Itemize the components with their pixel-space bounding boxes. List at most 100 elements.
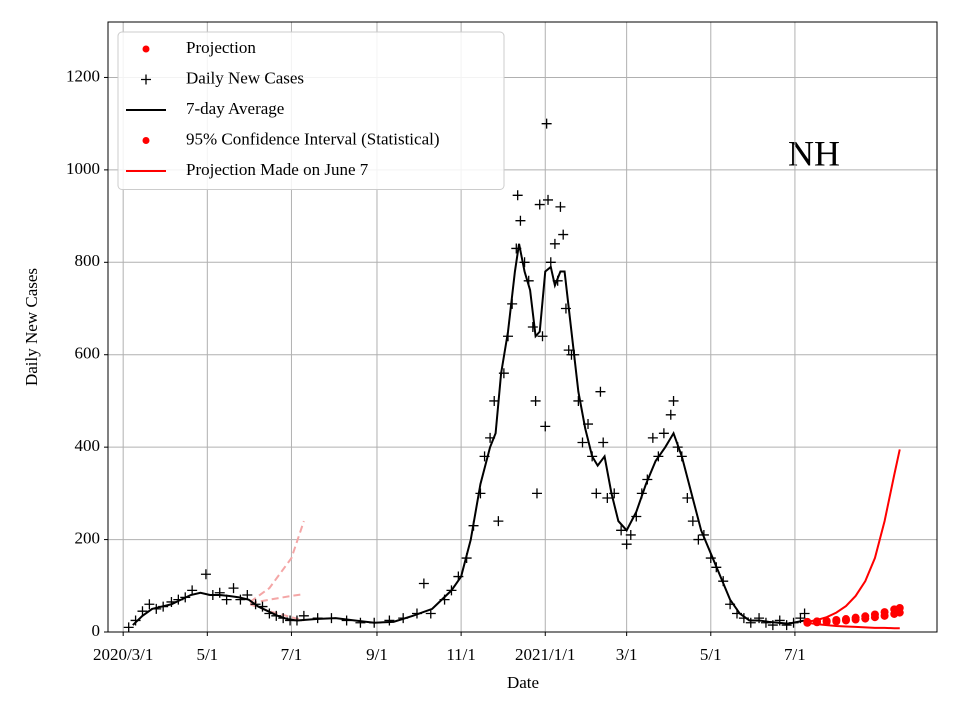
point: [549, 238, 560, 249]
point: [598, 437, 609, 448]
point: [144, 599, 155, 610]
point: [602, 492, 613, 503]
point: [665, 409, 676, 420]
legend-label: 7-day Average: [186, 99, 284, 118]
x-axis-label: Date: [507, 673, 539, 692]
point: [595, 386, 606, 397]
legend-marker: [142, 45, 150, 53]
point: [625, 529, 636, 540]
point: [558, 229, 569, 240]
legend-marker: [142, 137, 150, 144]
line: [249, 593, 305, 605]
point: [531, 488, 542, 499]
x-tick-label: 2021/1/1: [515, 645, 575, 664]
point: [745, 617, 756, 628]
x-tick-label: 2020/3/1: [93, 645, 153, 664]
point: [803, 617, 812, 626]
point: [489, 395, 500, 406]
point: [895, 603, 904, 612]
point: [530, 395, 541, 406]
point: [870, 610, 879, 619]
point: [137, 606, 148, 617]
series: [803, 603, 904, 626]
point: [693, 534, 704, 545]
series: [807, 621, 900, 630]
series: [132, 243, 805, 626]
plot-frame: [107, 21, 938, 633]
point: [540, 421, 551, 432]
legend-label: 95% Confidence Interval (Statistical): [186, 129, 440, 148]
point: [687, 516, 698, 527]
point: [591, 488, 602, 499]
line: [807, 449, 901, 623]
point: [228, 583, 239, 594]
legend-label: Projection: [186, 38, 256, 57]
point: [832, 615, 841, 624]
y-tick-label: 600: [75, 344, 101, 363]
y-tick-label: 0: [92, 621, 101, 640]
point: [235, 594, 246, 605]
point: [668, 395, 679, 406]
series: [249, 520, 305, 603]
point: [519, 257, 530, 268]
point: [682, 492, 693, 503]
line: [807, 621, 900, 630]
y-tick-label: 1000: [66, 159, 100, 178]
line: [249, 520, 305, 603]
point: [754, 613, 765, 624]
point: [541, 118, 552, 129]
point: [822, 616, 831, 625]
point: [418, 578, 429, 589]
annotation: NH: [788, 133, 840, 173]
x-tick-label: 9/1: [366, 645, 388, 664]
line: [132, 243, 805, 626]
point: [493, 516, 504, 527]
y-axis-label: Daily New Cases: [22, 268, 41, 386]
point: [123, 622, 134, 633]
legend-marker: [141, 74, 151, 85]
point: [616, 525, 627, 536]
x-tick-label: 5/1: [700, 645, 722, 664]
point: [512, 190, 523, 201]
series: [249, 593, 305, 605]
point: [658, 428, 669, 439]
y-tick-label: 800: [75, 251, 101, 270]
point: [384, 615, 395, 626]
point: [647, 432, 658, 443]
point: [861, 612, 870, 621]
point: [543, 194, 554, 205]
point: [880, 608, 889, 617]
point: [841, 615, 850, 624]
point: [621, 539, 632, 550]
point: [534, 199, 545, 210]
x-tick-label: 7/1: [784, 645, 806, 664]
point: [537, 331, 548, 342]
point: [851, 613, 860, 622]
point: [475, 488, 486, 499]
legend-frame: [117, 31, 505, 190]
legend: Projection Daily New Cases 7-day Average 95…: [117, 31, 505, 190]
point: [515, 215, 526, 226]
legend-label: Daily New Cases: [186, 68, 304, 87]
point: [527, 322, 538, 332]
point: [573, 395, 584, 406]
point: [355, 617, 366, 628]
point: [799, 608, 810, 619]
x-tick-label: 7/1: [281, 645, 303, 664]
point: [200, 569, 211, 580]
x-tick-label: 11/1: [446, 645, 476, 664]
y-tick-label: 1200: [66, 66, 100, 85]
line: [249, 603, 305, 622]
series: [249, 603, 305, 622]
point: [555, 201, 566, 212]
x-tick-label: 5/1: [196, 645, 218, 664]
point: [214, 587, 225, 598]
series: [807, 449, 901, 623]
point: [812, 617, 821, 626]
point: [781, 620, 792, 631]
legend-label: Projection Made on June 7: [186, 160, 369, 179]
y-tick-label: 200: [75, 528, 101, 547]
point: [577, 437, 588, 448]
x-tick-label: 3/1: [616, 645, 638, 664]
